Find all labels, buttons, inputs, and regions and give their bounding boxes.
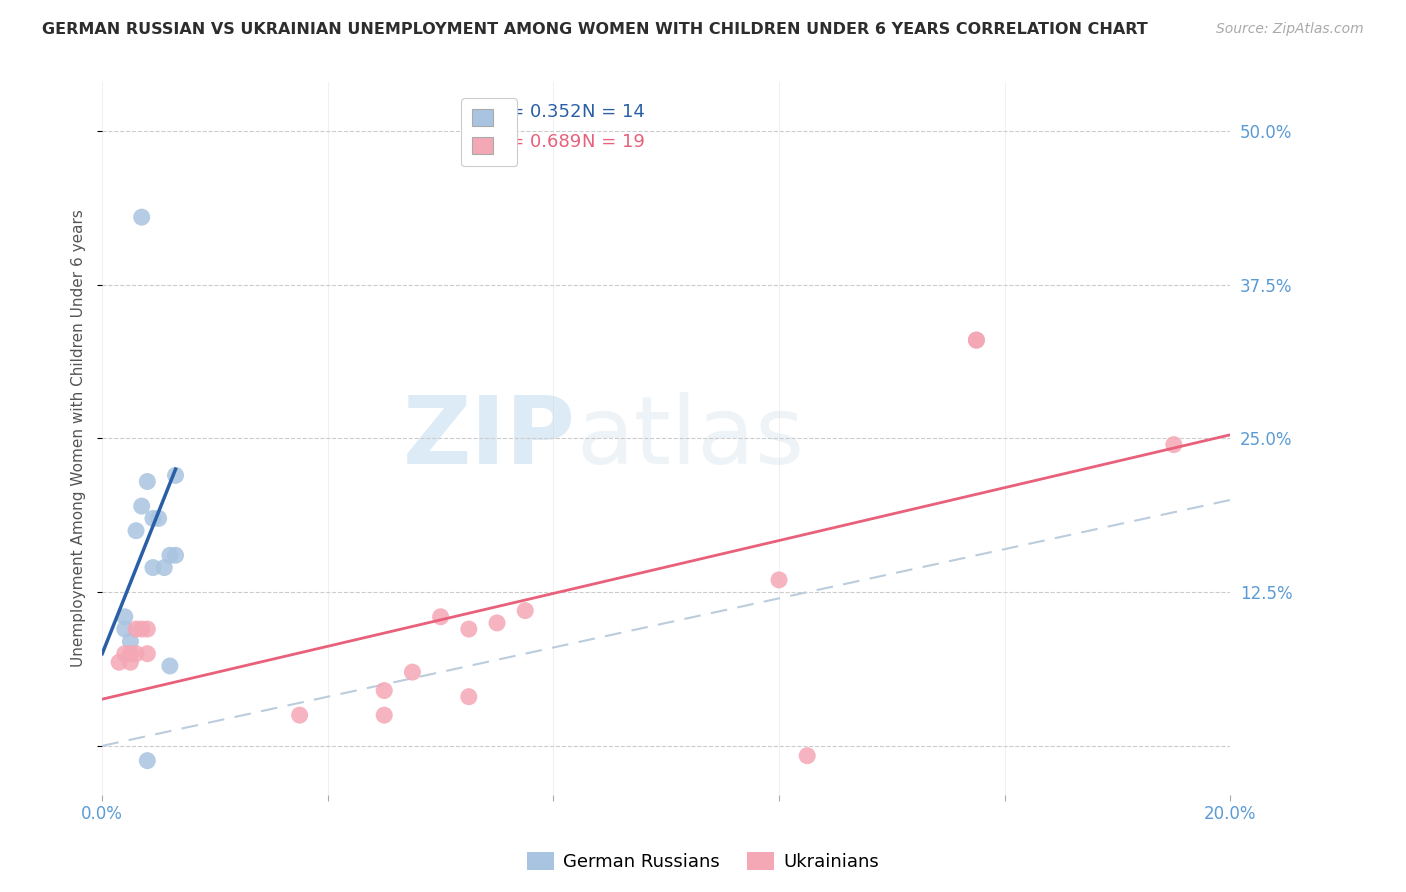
Point xyxy=(401,665,423,679)
Legend:  ,  : , xyxy=(461,98,517,167)
Point xyxy=(120,647,142,661)
Point xyxy=(373,683,395,698)
Point xyxy=(159,549,181,563)
Point xyxy=(1163,437,1185,451)
Text: R = 0.689: R = 0.689 xyxy=(491,133,582,151)
Point xyxy=(485,615,508,630)
Y-axis label: Unemployment Among Women with Children Under 6 years: Unemployment Among Women with Children U… xyxy=(72,210,86,667)
Point xyxy=(114,647,136,661)
Point xyxy=(125,622,148,636)
Point xyxy=(965,333,987,347)
Point xyxy=(136,647,159,661)
Text: atlas: atlas xyxy=(576,392,804,484)
Point xyxy=(159,659,181,673)
Point xyxy=(153,560,176,574)
Point xyxy=(131,499,153,513)
Point xyxy=(136,622,159,636)
Point xyxy=(114,609,136,624)
Point xyxy=(768,573,790,587)
Point xyxy=(142,560,165,574)
Point xyxy=(114,622,136,636)
Point xyxy=(136,754,159,768)
Point xyxy=(796,748,818,763)
Point xyxy=(120,634,142,648)
Point xyxy=(108,655,131,669)
Point xyxy=(165,549,187,563)
Point xyxy=(457,690,479,704)
Point xyxy=(136,475,159,489)
Point xyxy=(125,524,148,538)
Point xyxy=(515,604,537,618)
Point xyxy=(148,511,170,525)
Text: Source: ZipAtlas.com: Source: ZipAtlas.com xyxy=(1216,22,1364,37)
Point xyxy=(965,333,987,347)
Point xyxy=(165,468,187,483)
Point xyxy=(142,511,165,525)
Point xyxy=(120,655,142,669)
Text: N = 14: N = 14 xyxy=(582,103,644,120)
Text: R = 0.352: R = 0.352 xyxy=(491,103,582,120)
Legend: German Russians, Ukrainians: German Russians, Ukrainians xyxy=(520,846,886,879)
Text: ZIP: ZIP xyxy=(404,392,576,484)
Point xyxy=(131,622,153,636)
Point xyxy=(457,622,479,636)
Text: N = 19: N = 19 xyxy=(582,133,644,151)
Text: GERMAN RUSSIAN VS UKRAINIAN UNEMPLOYMENT AMONG WOMEN WITH CHILDREN UNDER 6 YEARS: GERMAN RUSSIAN VS UKRAINIAN UNEMPLOYMENT… xyxy=(42,22,1147,37)
Point xyxy=(288,708,311,723)
Point xyxy=(131,210,153,224)
Point xyxy=(125,647,148,661)
Point xyxy=(373,708,395,723)
Point xyxy=(429,609,451,624)
